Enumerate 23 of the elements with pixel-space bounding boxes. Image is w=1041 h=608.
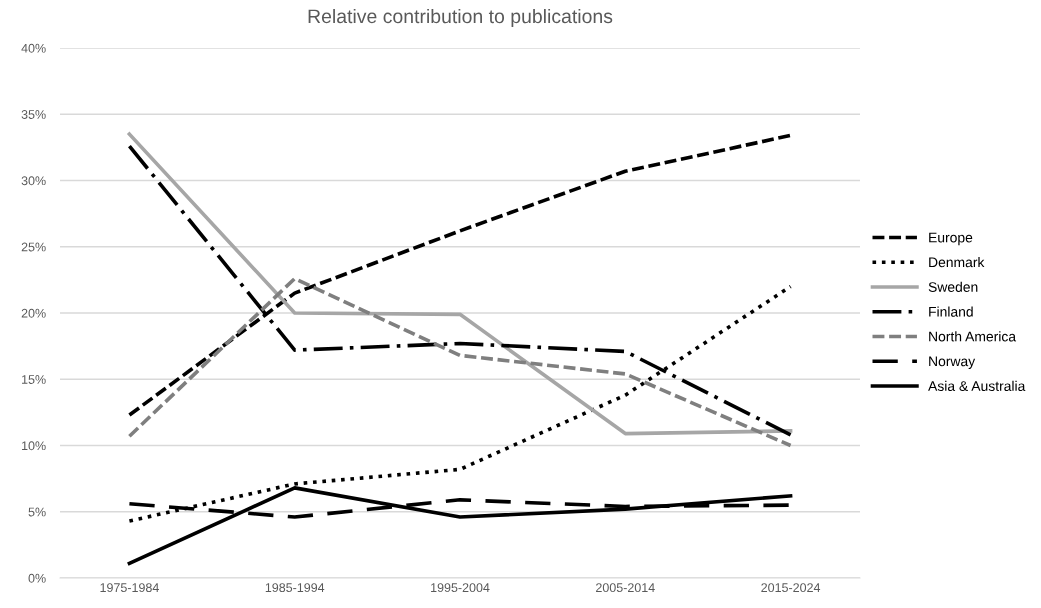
x-tick-label: 1995-2004: [431, 583, 490, 593]
y-tick-label: 25%: [21, 242, 46, 252]
y-tick-label: 15%: [22, 375, 46, 384]
chart-title: Relative contribution to publications: [308, 8, 613, 28]
legend-label: Europe: [929, 232, 973, 246]
legend-label: Sweden: [928, 281, 978, 292]
legend-label: Norway: [929, 356, 976, 369]
y-tick-label: 10%: [22, 441, 46, 451]
y-tick-label: 20%: [21, 308, 46, 318]
x-tick-label: 2005-2014: [596, 583, 655, 593]
x-tick-label: 1985-1994: [265, 583, 325, 593]
x-tick-label: 2015-2024: [761, 583, 821, 593]
y-tick-label: 5%: [28, 507, 46, 517]
legend-label: Finland: [929, 306, 973, 317]
y-tick-label: 0%: [28, 573, 46, 583]
legend-label: Asia & Australia: [928, 380, 1026, 391]
line-series: [127, 276, 793, 448]
legend-label: Denmark: [929, 257, 985, 268]
y-tick-label: 30%: [21, 176, 46, 186]
y-tick-label: 35%: [21, 110, 46, 119]
y-tick-label: 40%: [21, 43, 46, 53]
x-tick-label: 1975-1984: [100, 583, 159, 593]
legend-label: North America: [929, 331, 1017, 342]
